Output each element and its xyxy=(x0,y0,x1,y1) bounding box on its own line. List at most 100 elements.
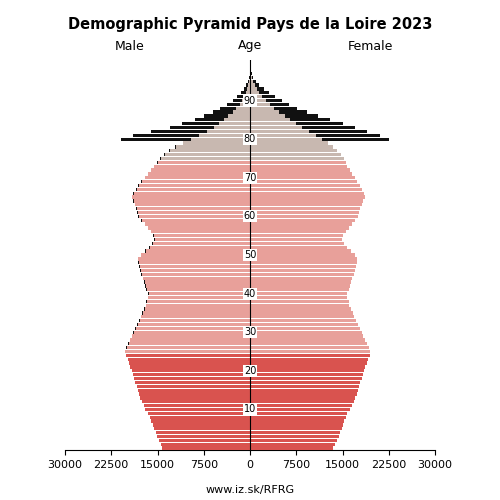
Bar xyxy=(250,114,284,117)
Bar xyxy=(244,95,250,98)
Bar xyxy=(136,207,250,210)
Bar xyxy=(141,315,250,318)
Bar xyxy=(250,122,342,126)
Bar xyxy=(250,234,343,237)
Bar xyxy=(250,438,337,442)
Bar xyxy=(250,196,366,198)
Bar xyxy=(250,188,362,191)
Bar xyxy=(250,99,266,102)
Bar xyxy=(232,99,250,102)
Bar xyxy=(250,230,342,234)
Bar xyxy=(250,388,354,392)
Bar xyxy=(142,180,250,184)
Bar xyxy=(134,330,250,334)
Bar xyxy=(132,334,250,338)
Bar xyxy=(250,392,353,396)
Bar xyxy=(242,99,250,102)
Bar xyxy=(148,226,250,230)
Bar xyxy=(250,72,251,75)
Bar xyxy=(250,103,270,106)
Bar xyxy=(142,218,250,222)
Bar xyxy=(250,164,344,168)
Bar xyxy=(136,207,250,210)
Bar xyxy=(250,280,348,283)
Bar xyxy=(142,180,250,184)
Bar xyxy=(136,381,250,384)
Bar xyxy=(132,334,250,338)
Bar xyxy=(250,404,348,407)
Bar xyxy=(147,300,250,303)
Bar xyxy=(250,134,316,137)
Bar xyxy=(144,308,250,310)
Text: www.iz.sk/RFRG: www.iz.sk/RFRG xyxy=(206,485,294,495)
Bar xyxy=(250,384,359,388)
Bar xyxy=(139,265,250,268)
Bar xyxy=(214,126,250,129)
Bar xyxy=(250,369,364,372)
Bar xyxy=(150,416,250,419)
Bar xyxy=(250,265,352,268)
Bar xyxy=(141,254,250,256)
Bar xyxy=(136,326,250,330)
Text: Age: Age xyxy=(238,40,262,52)
Bar xyxy=(250,254,351,256)
Bar xyxy=(250,272,354,276)
Bar xyxy=(250,168,350,172)
Bar xyxy=(144,308,250,310)
Bar xyxy=(184,142,250,144)
Bar xyxy=(250,122,296,126)
Bar xyxy=(145,176,250,180)
Bar xyxy=(152,420,250,422)
Bar xyxy=(250,334,364,338)
Bar xyxy=(250,207,360,210)
Text: 50: 50 xyxy=(244,250,256,260)
Bar xyxy=(250,312,350,314)
Bar xyxy=(250,250,348,253)
Bar xyxy=(250,304,350,307)
Bar xyxy=(160,442,250,446)
Bar xyxy=(250,265,356,268)
Bar xyxy=(250,110,279,114)
Bar xyxy=(160,438,250,442)
Bar xyxy=(250,269,355,272)
Bar xyxy=(142,218,250,222)
Text: 90: 90 xyxy=(244,96,256,106)
Bar xyxy=(183,142,250,144)
Bar xyxy=(133,134,250,137)
Bar xyxy=(133,373,250,376)
Bar xyxy=(152,168,250,172)
Bar xyxy=(147,288,250,292)
Bar xyxy=(154,164,250,168)
Bar xyxy=(139,184,250,187)
Bar xyxy=(146,408,250,411)
Bar xyxy=(250,203,362,206)
Text: 40: 40 xyxy=(244,288,256,298)
Bar xyxy=(250,80,253,83)
Text: 70: 70 xyxy=(244,173,256,183)
Bar xyxy=(250,88,264,90)
Bar xyxy=(250,396,356,400)
Bar xyxy=(250,88,257,90)
Bar xyxy=(250,323,354,326)
Bar xyxy=(250,304,346,307)
Bar xyxy=(250,326,356,330)
Bar xyxy=(250,427,338,430)
Bar xyxy=(250,424,343,426)
Bar xyxy=(250,315,350,318)
Bar xyxy=(148,412,250,415)
Bar xyxy=(152,242,250,245)
Bar xyxy=(250,292,347,296)
Bar xyxy=(145,250,250,253)
Bar xyxy=(120,138,250,141)
Bar xyxy=(142,272,250,276)
Bar xyxy=(154,234,250,237)
Bar xyxy=(136,203,250,206)
Bar xyxy=(250,342,364,345)
Bar xyxy=(250,416,346,419)
Bar xyxy=(134,203,250,206)
Bar xyxy=(128,342,250,345)
Bar xyxy=(248,88,250,90)
Bar xyxy=(148,172,250,176)
Bar xyxy=(250,420,340,422)
Bar xyxy=(170,149,250,152)
